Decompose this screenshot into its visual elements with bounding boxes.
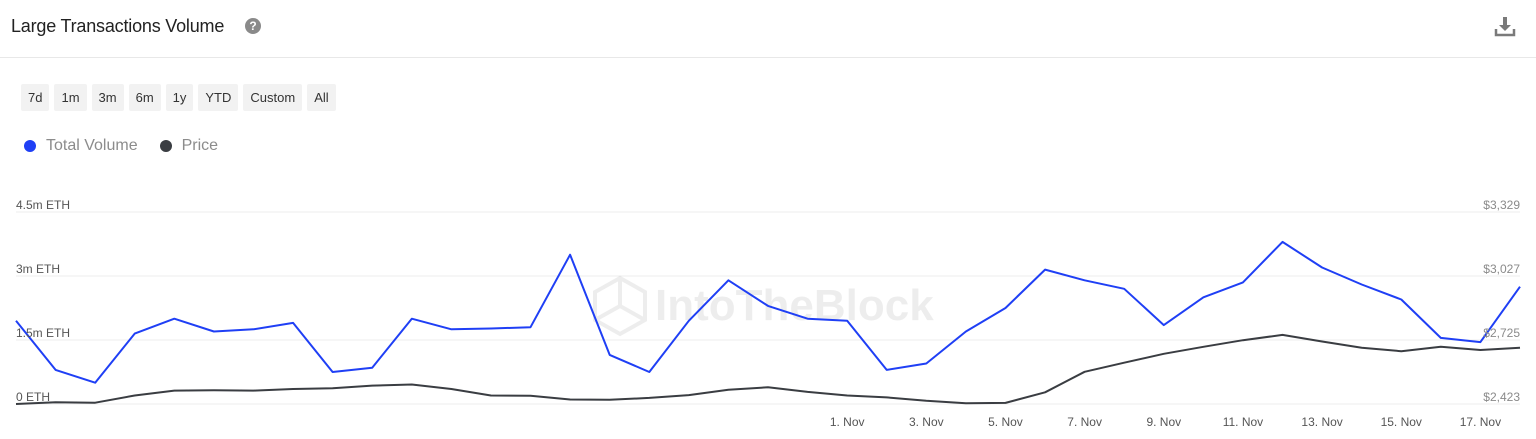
y-left-tick-label: 1.5m ETH <box>16 326 70 340</box>
y-left-tick-label: 0 ETH <box>16 390 50 404</box>
range-button-1m[interactable]: 1m <box>54 84 87 111</box>
legend-label-total-volume: Total Volume <box>46 137 138 154</box>
range-button-6m[interactable]: 6m <box>128 84 161 111</box>
series-lines <box>15 240 1521 405</box>
y-axis-left: 0 ETH 1.5m ETH 3m ETH 4.5m ETH <box>16 198 70 404</box>
download-icon[interactable] <box>1494 15 1516 37</box>
range-button-custom[interactable]: Custom <box>243 84 303 111</box>
x-tick-label: 7. Nov <box>1067 415 1102 429</box>
y-right-tick-label: $3,027 <box>1483 262 1520 276</box>
watermark-logo-icon <box>593 275 647 337</box>
x-tick-label: 15. Nov <box>1381 415 1422 429</box>
watermark: IntoTheBlock <box>593 275 934 337</box>
legend-item-price[interactable]: Price <box>159 137 219 155</box>
y-right-tick-label: $2,725 <box>1483 326 1520 340</box>
series-line-total-volume <box>15 240 1521 384</box>
chart-legend: Total Volume Price <box>24 137 218 155</box>
chart-title: Large Transactions Volume <box>11 16 225 36</box>
range-button-3m[interactable]: 3m <box>91 84 124 111</box>
x-tick-label: 9. Nov <box>1146 415 1181 429</box>
legend-dot-total-volume <box>24 140 36 152</box>
y-axis-right: $2,423 $2,725 $3,027 $3,329 <box>1483 198 1520 404</box>
time-range-selector: 7d 1m 3m 6m 1y YTD Custom All <box>21 84 336 111</box>
y-right-tick-label: $2,423 <box>1483 390 1520 404</box>
range-button-7d[interactable]: 7d <box>21 84 50 111</box>
range-button-all[interactable]: All <box>307 84 336 111</box>
x-tick-label: 13. Nov <box>1301 415 1342 429</box>
x-tick-label: 3. Nov <box>909 415 944 429</box>
watermark-text: IntoTheBlock <box>655 281 934 330</box>
legend-dot-price <box>159 140 172 152</box>
chart-header: Large Transactions Volume ? <box>0 0 1536 58</box>
grid-lines <box>16 211 1520 405</box>
range-button-1y[interactable]: 1y <box>165 84 194 111</box>
x-tick-label: 5. Nov <box>988 415 1023 429</box>
series-line-price <box>15 333 1521 405</box>
range-button-ytd[interactable]: YTD <box>198 84 239 111</box>
y-left-tick-label: 4.5m ETH <box>16 198 70 212</box>
legend-item-total-volume[interactable]: Total Volume <box>24 137 138 155</box>
legend-label-price: Price <box>181 137 219 154</box>
y-left-tick-label: 3m ETH <box>16 262 60 276</box>
y-right-tick-label: $3,329 <box>1483 198 1520 212</box>
question-circle-icon[interactable]: ? <box>245 18 261 34</box>
x-tick-label: 1. Nov <box>830 415 865 429</box>
x-tick-label: 17. Nov <box>1460 415 1501 429</box>
x-tick-label: 11. Nov <box>1223 415 1263 429</box>
x-axis: 1. Nov 3. Nov 5. Nov 7. Nov 9. Nov 11. Nov 13.… <box>830 415 1501 429</box>
